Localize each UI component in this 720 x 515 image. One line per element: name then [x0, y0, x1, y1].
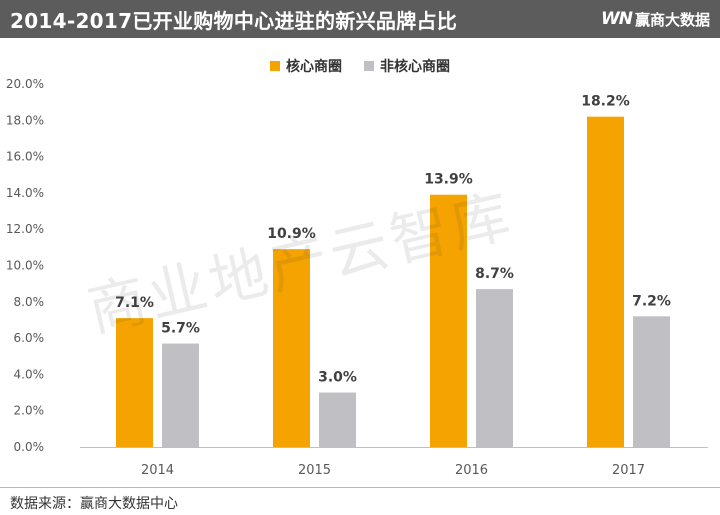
source-note: 数据来源：赢商大数据中心	[10, 496, 178, 512]
y-tick-label: 4.0%	[14, 367, 45, 381]
bar-core	[116, 318, 153, 447]
y-tick-label: 8.0%	[14, 295, 45, 309]
legend-swatch-non-core	[364, 61, 374, 71]
bar-non-core	[319, 392, 356, 447]
legend-label-non-core: 非核心商圈	[380, 59, 450, 75]
y-tick-label: 12.0%	[6, 222, 44, 236]
y-tick-label: 14.0%	[6, 186, 44, 200]
brand-name: 赢商大数据	[634, 10, 710, 29]
data-label-non-core: 3.0%	[318, 370, 357, 386]
data-label-non-core: 7.2%	[632, 293, 671, 309]
bar-core	[587, 116, 624, 448]
legend-label-core: 核心商圈	[286, 59, 342, 75]
x-tick-label: 2017	[612, 463, 645, 478]
x-tick-label: 2014	[141, 463, 174, 478]
legend: 核心商圈 非核心商圈	[0, 56, 720, 76]
data-label-core: 18.2%	[581, 94, 630, 110]
chart-title: 2014-2017已开业购物中心进驻的新兴品牌占比	[10, 8, 458, 33]
header-bar: 2014-2017已开业购物中心进驻的新兴品牌占比 WN 赢商大数据	[0, 0, 720, 38]
y-tick-label: 18.0%	[6, 113, 44, 127]
legend-item-core: 核心商圈	[270, 56, 342, 76]
data-label-core: 10.9%	[267, 226, 316, 242]
x-tick-label: 2015	[298, 463, 331, 478]
y-tick-label: 2.0%	[14, 404, 45, 418]
x-tick-label: 2016	[455, 463, 488, 478]
legend-item-non-core: 非核心商圈	[364, 56, 450, 76]
bar-non-core	[476, 289, 513, 447]
data-label-core: 13.9%	[424, 172, 473, 188]
bar-core	[273, 249, 310, 447]
bar-non-core	[162, 343, 199, 447]
source-bar: 数据来源：赢商大数据中心	[0, 487, 720, 515]
y-tick-label: 16.0%	[6, 150, 44, 164]
data-label-core: 7.1%	[115, 295, 154, 311]
y-tick-label: 6.0%	[14, 331, 45, 345]
legend-swatch-core	[270, 61, 280, 71]
bar-core	[430, 194, 467, 447]
y-tick-label: 20.0%	[6, 77, 44, 91]
brand-logo-icon: WN	[601, 9, 633, 29]
bar-non-core	[633, 316, 670, 447]
y-tick-label: 0.0%	[14, 440, 45, 454]
bar-chart: 0.0% 2.0% 4.0% 6.0% 8.0% 10.0% 12.0% 14.0% 16.0%…	[6, 77, 708, 478]
y-tick-label: 10.0%	[6, 259, 44, 273]
data-label-non-core: 5.7%	[161, 321, 200, 337]
data-label-non-core: 8.7%	[475, 266, 514, 282]
brand: WN 赢商大数据	[601, 9, 720, 30]
